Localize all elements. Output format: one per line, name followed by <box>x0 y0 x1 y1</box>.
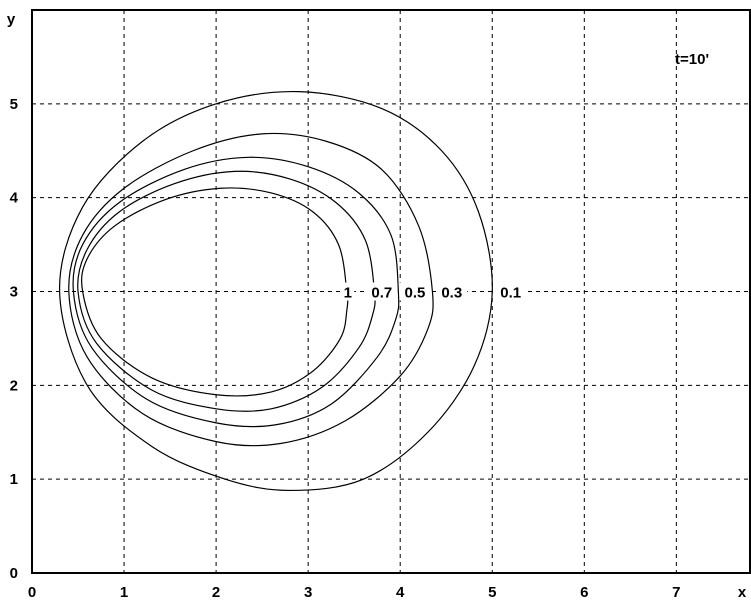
y-tick-label: 5 <box>10 96 18 113</box>
x-tick-label: 4 <box>396 584 405 601</box>
contour-label-backing <box>341 282 355 301</box>
y-tick-label: 1 <box>10 471 18 488</box>
x-tick-label: 2 <box>212 584 220 601</box>
contour-label-0-1: 0.1 <box>500 285 521 302</box>
contour-label-1: 1 <box>344 285 352 302</box>
x-axis-label: x <box>738 584 747 601</box>
y-axis-label: y <box>7 11 16 28</box>
y-tick-label: 2 <box>10 377 18 394</box>
x-tick-labels: 0 1 2 3 4 5 6 7 <box>28 584 681 601</box>
contour-line-1 <box>81 187 349 397</box>
x-tick-label: 7 <box>672 584 680 601</box>
x-tick-label: 6 <box>580 584 588 601</box>
x-tick-label: 5 <box>488 584 496 601</box>
y-tick-label: 3 <box>10 284 18 301</box>
x-tick-label: 0 <box>28 584 36 601</box>
contour-label-backing <box>436 282 468 301</box>
contour-label-backing <box>495 282 527 301</box>
x-tick-label: 1 <box>120 584 128 601</box>
contour-label-0-7: 0.7 <box>371 285 392 302</box>
contour-lines <box>59 90 493 492</box>
contour-label-backing <box>399 282 431 301</box>
y-tick-label: 0 <box>10 565 18 582</box>
contour-line-0-1 <box>59 90 493 492</box>
contour-line-0-3 <box>68 132 434 447</box>
contour-line-0-5 <box>72 156 400 428</box>
contour-line-0-7 <box>77 170 376 412</box>
time-annotation: t=10' <box>675 51 709 68</box>
contour-label-backing <box>366 282 398 301</box>
y-tick-label: 4 <box>10 190 19 207</box>
contour-label-0-5: 0.5 <box>405 285 426 302</box>
y-tick-labels: 0 1 2 3 4 5 <box>10 96 19 582</box>
contour-label-0-3: 0.3 <box>441 285 462 302</box>
x-tick-label: 3 <box>304 584 312 601</box>
contour-level-labels: 1 0.7 0.5 0.3 0.1 <box>341 282 527 302</box>
plot-frame <box>31 9 751 574</box>
